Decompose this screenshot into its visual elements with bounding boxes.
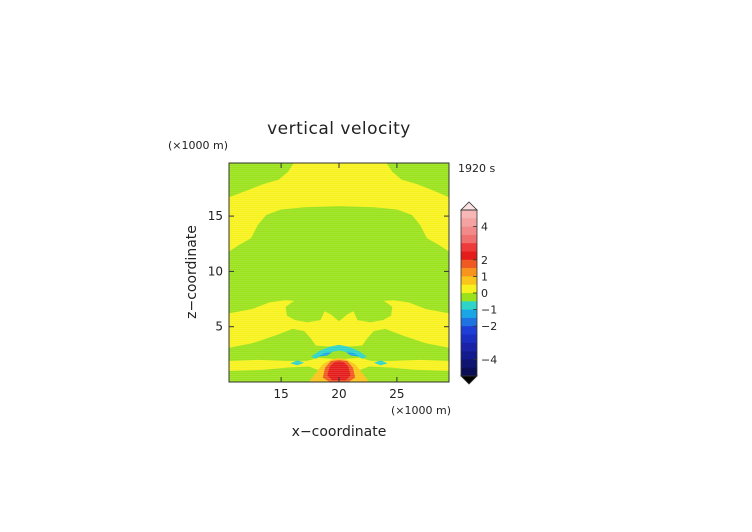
x-tick-label: 25 xyxy=(389,387,404,401)
colorbar: 4 2 1 0 −1 −2 −4 xyxy=(460,201,497,385)
colorbar-band xyxy=(461,309,477,319)
time-label: 1920 s xyxy=(458,162,495,175)
colorbar-under-triangle xyxy=(460,375,478,385)
colorbar-tick-label: 2 xyxy=(481,254,488,267)
colorbar-band xyxy=(461,284,477,294)
x-unit-label: (×1000 m) xyxy=(391,404,451,417)
colorbar-band xyxy=(461,367,477,377)
colorbar-band xyxy=(461,210,477,219)
y-unit-label: (×1000 m) xyxy=(168,139,228,152)
colorbar-tick-label: −2 xyxy=(481,320,497,333)
colorbar-over-triangle xyxy=(460,201,478,211)
colorbar-band xyxy=(461,293,477,302)
colorbar-band xyxy=(461,301,477,310)
colorbar-band xyxy=(461,251,477,261)
colorbar-band xyxy=(461,326,477,335)
colorbar-band xyxy=(461,317,477,327)
colorbar-tick-label: 1 xyxy=(481,270,488,283)
colorbar-band xyxy=(461,276,477,285)
chart-title: vertical velocity xyxy=(267,119,411,139)
colorbar-tick-label: 0 xyxy=(481,287,488,300)
colorbar-band xyxy=(461,259,477,269)
colorbar-band xyxy=(461,234,477,244)
colorbar-tick-label: 4 xyxy=(481,221,488,234)
colorbar-tick-label: −1 xyxy=(481,304,497,317)
colorbar-band xyxy=(461,226,477,236)
field-stripe-overlay xyxy=(229,163,449,382)
colorbar-band xyxy=(461,334,477,344)
x-tick-label: 15 xyxy=(273,387,288,401)
colorbar-band xyxy=(461,342,477,352)
colorbar-band xyxy=(461,218,477,227)
y-tick-label: 10 xyxy=(208,264,223,278)
y-tick-label: 15 xyxy=(208,209,223,223)
colorbar-band xyxy=(461,359,477,368)
colorbar-tick-label: −4 xyxy=(481,353,497,366)
colorbar-band xyxy=(461,243,477,252)
plot-area xyxy=(229,163,449,382)
x-tick-label: 20 xyxy=(331,387,346,401)
x-axis-label: x−coordinate xyxy=(292,424,387,440)
x-axis-ticks: 15 20 25 xyxy=(273,163,405,401)
colorbar-band xyxy=(461,268,477,277)
colorbar-band xyxy=(461,351,477,360)
y-tick-label: 5 xyxy=(215,320,223,334)
y-axis-label: z−coordinate xyxy=(184,225,200,319)
y-axis-ticks: 5 10 15 xyxy=(208,209,449,334)
